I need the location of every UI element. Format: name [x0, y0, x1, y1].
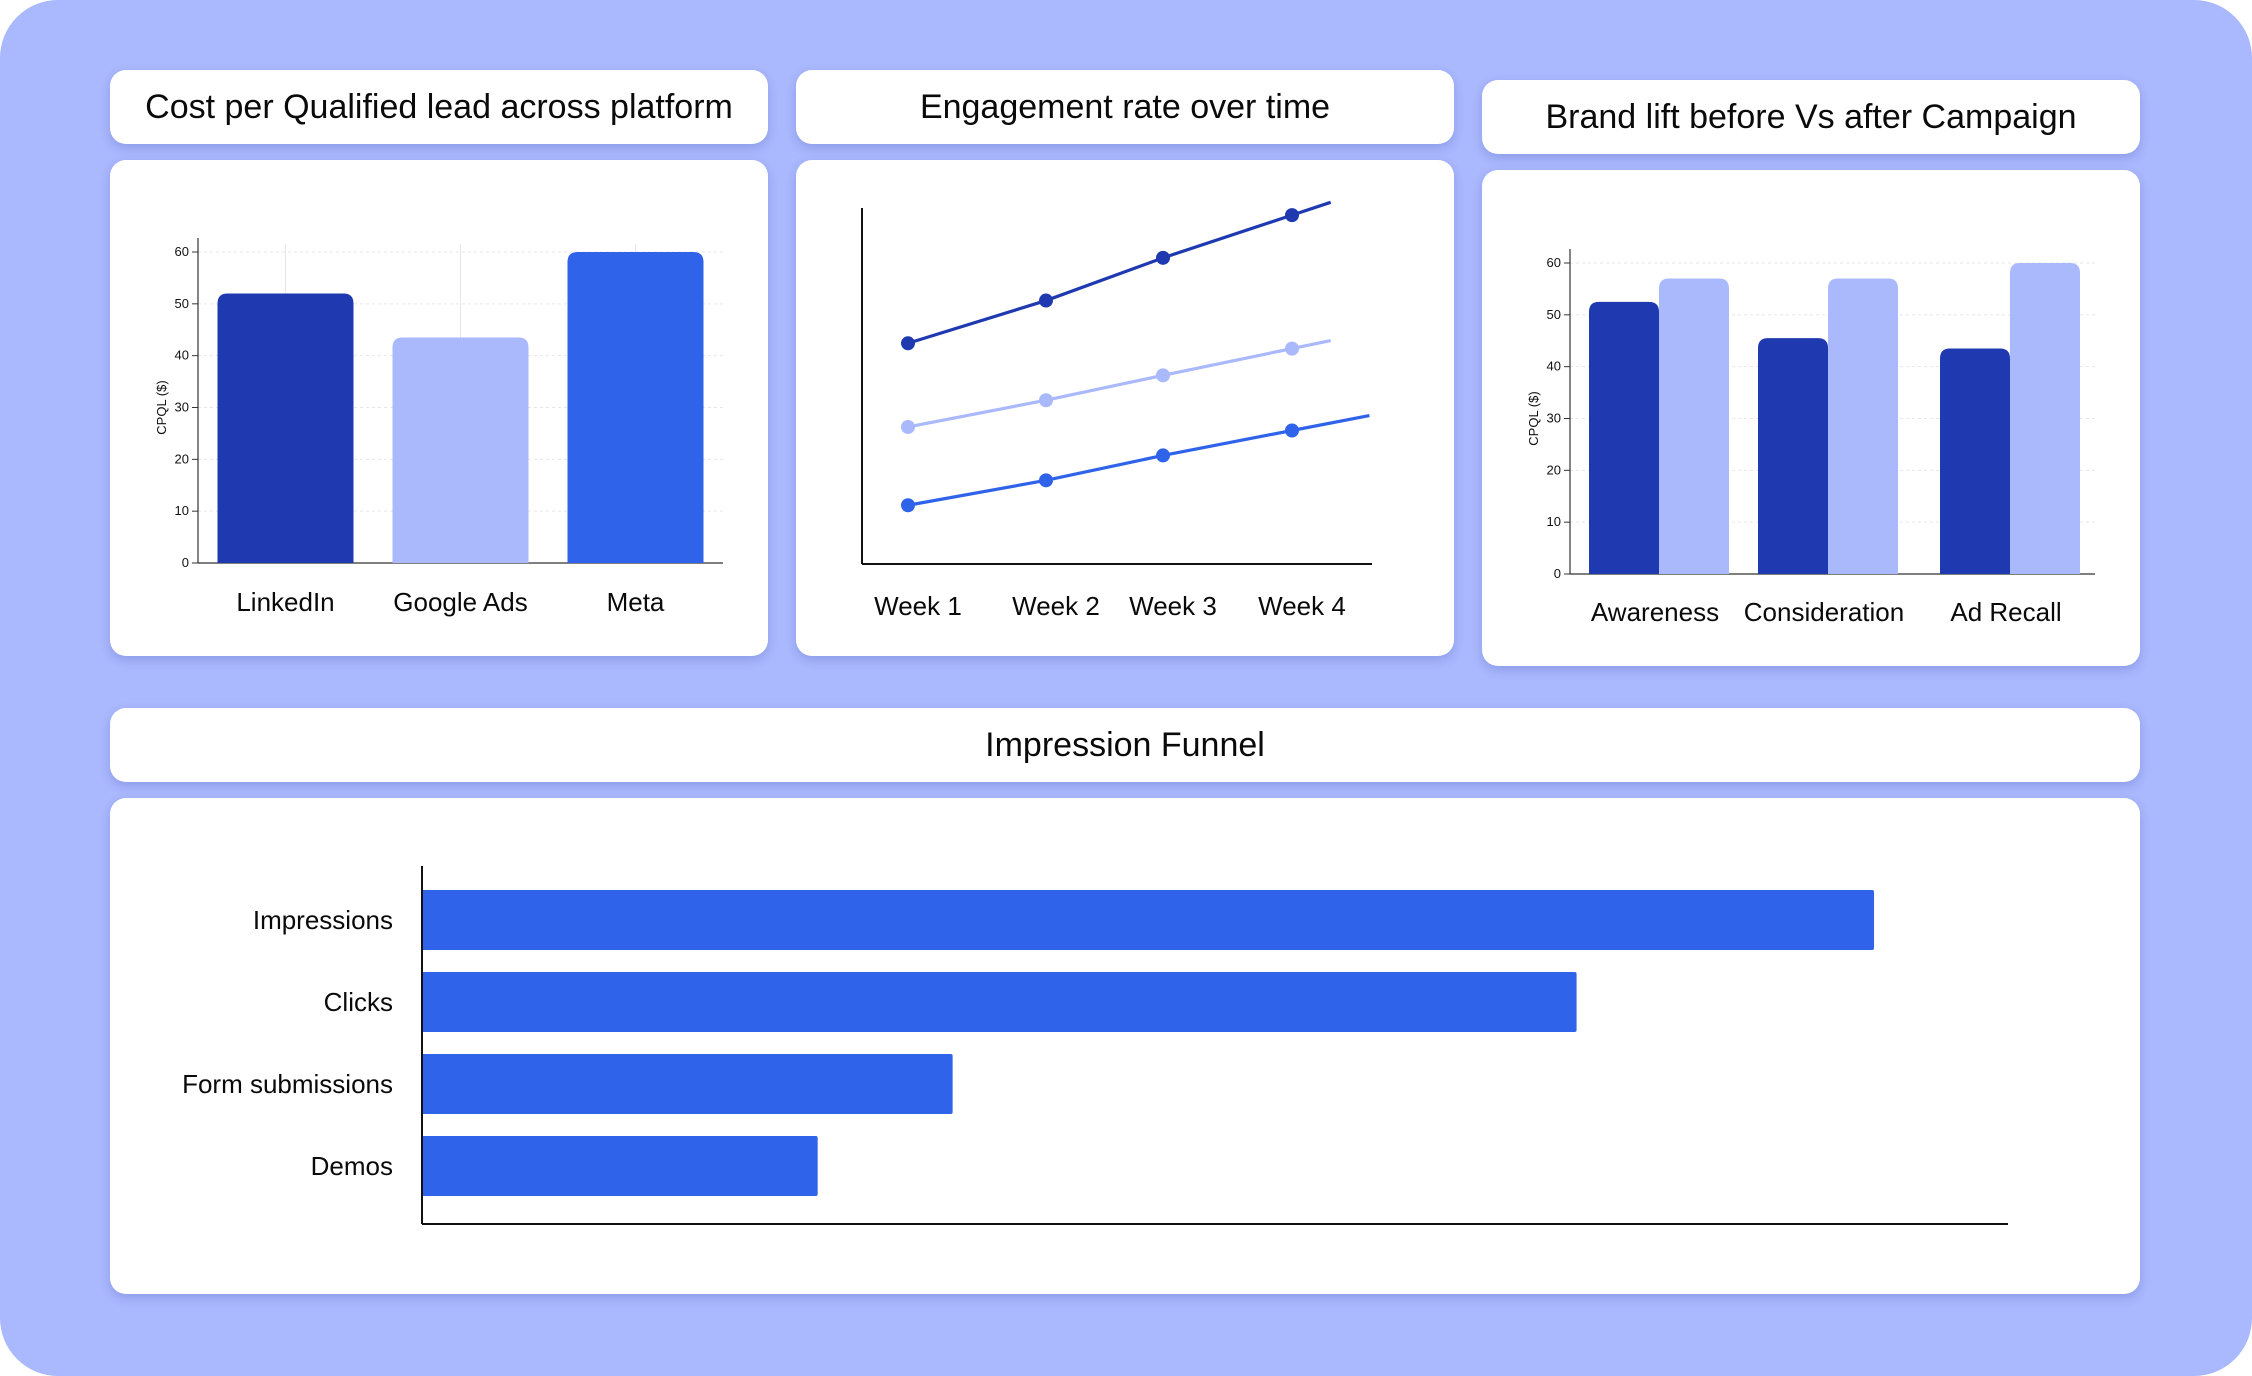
engagement-chart: Week 1 Week 2 Week 3 Week 4 [861, 200, 1372, 621]
y-tick-label: 50 [175, 296, 189, 311]
series-line [907, 200, 1332, 345]
brand-lift-chart-title: Brand lift before Vs after Campaign [1545, 97, 2077, 136]
category-label: Clicks [324, 987, 393, 1017]
bar [1940, 348, 2010, 574]
y-tick-label: 10 [175, 503, 189, 518]
category-label: LinkedIn [236, 587, 334, 617]
engagement-chart-title: Engagement rate over time [919, 87, 1331, 126]
funnel-chart-title: Impression Funnel [985, 725, 1265, 764]
bar [423, 972, 1577, 1032]
category-label: Impressions [253, 905, 393, 935]
bar [1659, 278, 1729, 574]
category-label: Form submissions [182, 1069, 393, 1099]
funnel-chart-card: Impressions Clicks Form submissions Demos [110, 798, 2140, 1294]
bar [423, 1054, 953, 1114]
engagement-title-card: Engagement rate over time [796, 70, 1454, 144]
y-tick-label: 30 [1547, 411, 1561, 426]
cpql-chart-card: 0 10 20 30 40 50 60 LinkedIn Google Ads Meta CPQL … [110, 160, 768, 656]
data-point [1039, 293, 1053, 308]
data-point [1285, 423, 1299, 438]
series-line [907, 413, 1370, 507]
category-label: Consideration [1744, 597, 1904, 627]
y-tick-label: 0 [182, 555, 189, 570]
engagement-chart-card: Week 1 Week 2 Week 3 Week 4 [796, 160, 1454, 656]
data-point [1285, 341, 1299, 356]
cpql-chart: 0 10 20 30 40 50 60 LinkedIn Google Ads Meta CPQL … [154, 238, 723, 617]
cpql-chart-title: Cost per Qualified lead across platform [145, 87, 733, 126]
y-axis-label: CPQL ($) [1526, 391, 1541, 445]
data-point [1039, 393, 1053, 408]
funnel-chart: Impressions Clicks Form submissions Demos [182, 866, 2008, 1225]
category-label: Awareness [1591, 597, 1719, 627]
category-label: Ad Recall [1950, 597, 2061, 627]
y-axis-label: CPQL ($) [154, 380, 169, 434]
y-tick-label: 20 [1547, 462, 1561, 477]
y-tick-label: 30 [175, 400, 189, 415]
bar [1828, 278, 1898, 574]
category-label: Google Ads [393, 587, 527, 617]
brand-lift-title-card: Brand lift before Vs after Campaign [1482, 80, 2140, 154]
y-tick-label: 10 [1547, 514, 1561, 529]
category-label: Week 3 [1129, 591, 1217, 621]
data-point [1285, 208, 1299, 223]
y-tick-label: 40 [1547, 359, 1561, 374]
y-tick-label: 50 [1547, 307, 1561, 322]
data-point [1156, 250, 1170, 265]
bar [2010, 263, 2080, 574]
y-tick-label: 20 [175, 451, 189, 466]
y-tick-label: 60 [1547, 255, 1561, 270]
data-point [901, 336, 915, 351]
category-label: Week 4 [1258, 591, 1346, 621]
bar [423, 890, 1875, 950]
category-label: Week 2 [1012, 591, 1100, 621]
bar [1589, 301, 1659, 574]
funnel-title-card: Impression Funnel [110, 708, 2140, 782]
y-tick-label: 40 [175, 348, 189, 363]
brand-lift-chart-card: 0 10 20 30 40 50 60 Awareness Consideration Ad Re… [1482, 170, 2140, 666]
category-label: Week 1 [874, 591, 962, 621]
data-point [1156, 448, 1170, 463]
data-point [1039, 473, 1053, 488]
y-tick-label: 0 [1554, 566, 1561, 581]
bar [392, 337, 529, 563]
cpql-title-card: Cost per Qualified lead across platform [110, 70, 768, 144]
series-line [907, 339, 1332, 429]
brand-lift-chart: 0 10 20 30 40 50 60 Awareness Consideration Ad Re… [1526, 249, 2095, 627]
data-point [901, 419, 915, 434]
category-label: Demos [311, 1151, 393, 1181]
bar [217, 293, 354, 563]
bar [1758, 338, 1828, 574]
category-label: Meta [607, 587, 665, 617]
data-point [1156, 368, 1170, 383]
bar [567, 252, 704, 563]
data-point [901, 498, 915, 513]
y-tick-label: 60 [175, 244, 189, 259]
bar [423, 1136, 818, 1196]
